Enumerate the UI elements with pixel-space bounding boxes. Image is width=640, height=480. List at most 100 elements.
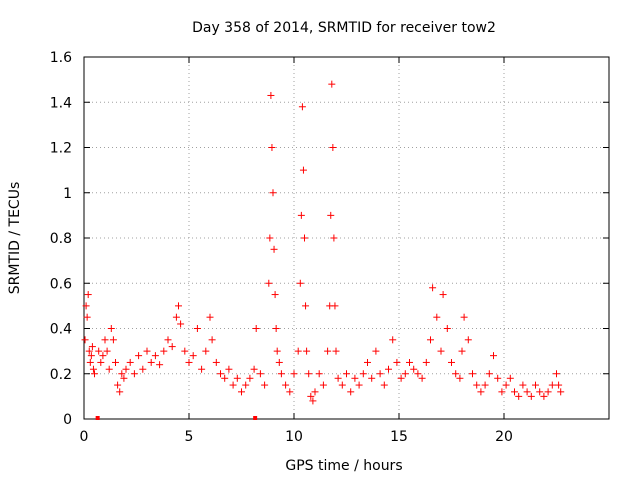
y-tick-label: 0 xyxy=(63,412,72,428)
data-point xyxy=(460,313,468,321)
data-point xyxy=(427,336,434,344)
data-point xyxy=(122,365,130,373)
data-point xyxy=(540,392,548,400)
data-point xyxy=(555,381,563,389)
data-point xyxy=(519,381,527,389)
y-tick-label: 0.6 xyxy=(50,276,72,292)
data-point xyxy=(490,352,497,360)
data-point xyxy=(532,381,539,389)
data-point xyxy=(437,347,445,355)
data-point xyxy=(272,325,280,332)
data-point xyxy=(112,358,119,366)
data-point xyxy=(328,80,336,88)
data-point xyxy=(433,313,441,321)
data-point xyxy=(319,381,327,389)
data-point xyxy=(139,365,147,373)
data-point xyxy=(311,388,319,396)
data-point xyxy=(299,166,307,174)
data-point xyxy=(359,370,367,378)
data-point xyxy=(116,388,124,396)
data-point xyxy=(401,370,409,378)
data-point xyxy=(202,347,210,355)
y-tick-label: 1.6 xyxy=(50,50,72,66)
data-point xyxy=(557,388,565,396)
data-point xyxy=(473,381,481,389)
x-tick-label: 5 xyxy=(185,429,194,445)
data-point xyxy=(181,347,189,355)
data-point xyxy=(208,336,216,344)
data-point xyxy=(233,374,241,382)
x-tick-label: 10 xyxy=(285,429,303,445)
data-point xyxy=(477,388,485,396)
data-point xyxy=(469,370,476,378)
data-point xyxy=(334,374,342,382)
data-point xyxy=(212,358,220,366)
data-point xyxy=(506,374,514,382)
data-point xyxy=(481,381,489,389)
data-point xyxy=(343,370,350,378)
data-point xyxy=(265,279,273,287)
data-point xyxy=(160,347,168,355)
data-point xyxy=(553,370,560,378)
data-point xyxy=(86,358,94,366)
data-point xyxy=(118,370,126,378)
data-point xyxy=(309,397,317,405)
data-point xyxy=(88,343,96,351)
data-point xyxy=(84,291,92,299)
data-point xyxy=(275,358,283,366)
data-point xyxy=(331,302,339,310)
data-point xyxy=(290,370,298,378)
data-point xyxy=(307,392,315,400)
data-point xyxy=(511,388,518,396)
data-point xyxy=(261,381,269,389)
y-tick-label: 1 xyxy=(63,186,72,202)
data-point xyxy=(156,361,164,369)
data-point xyxy=(443,325,451,332)
data-point xyxy=(250,365,258,373)
data-point xyxy=(296,279,304,287)
data-point xyxy=(82,302,90,310)
data-point xyxy=(103,347,111,355)
data-point xyxy=(297,211,305,219)
data-point xyxy=(294,347,302,355)
y-tick-label: 0.4 xyxy=(50,322,72,338)
data-point xyxy=(97,358,105,366)
data-point xyxy=(494,374,502,382)
data-point xyxy=(242,381,250,389)
data-point xyxy=(414,370,422,378)
data-point xyxy=(389,336,397,344)
data-point xyxy=(452,370,460,378)
data-point xyxy=(164,336,172,344)
data-point xyxy=(372,347,380,355)
data-point xyxy=(351,374,359,382)
data-point xyxy=(189,352,197,360)
data-point xyxy=(256,370,264,378)
data-point xyxy=(168,343,176,351)
y-tick-label: 0.2 xyxy=(50,367,72,383)
data-point xyxy=(172,313,180,321)
x-axis: 0 5 10 15 20 xyxy=(80,57,513,445)
data-point xyxy=(301,234,308,242)
data-point xyxy=(282,381,290,389)
y-tick-label: 1.4 xyxy=(50,95,72,111)
data-point xyxy=(324,347,332,355)
data-point xyxy=(364,358,371,366)
data-point xyxy=(206,313,214,321)
data-point xyxy=(410,365,418,373)
data-point xyxy=(95,347,103,355)
data-point xyxy=(303,347,311,355)
data-point xyxy=(126,358,134,366)
data-point xyxy=(246,374,254,382)
data-point xyxy=(439,291,447,299)
chart-title: Day 358 of 2014, SRMTID for receiver tow… xyxy=(192,20,496,36)
data-point xyxy=(252,325,260,332)
y-tick-label: 0.8 xyxy=(50,231,72,247)
y-tick-label: 1.2 xyxy=(50,141,72,157)
grid xyxy=(84,57,609,419)
data-point xyxy=(406,358,413,366)
data-point xyxy=(151,352,159,360)
data-point xyxy=(418,374,426,382)
data-point xyxy=(229,381,237,389)
data-point xyxy=(253,416,258,420)
data-point xyxy=(448,358,455,366)
